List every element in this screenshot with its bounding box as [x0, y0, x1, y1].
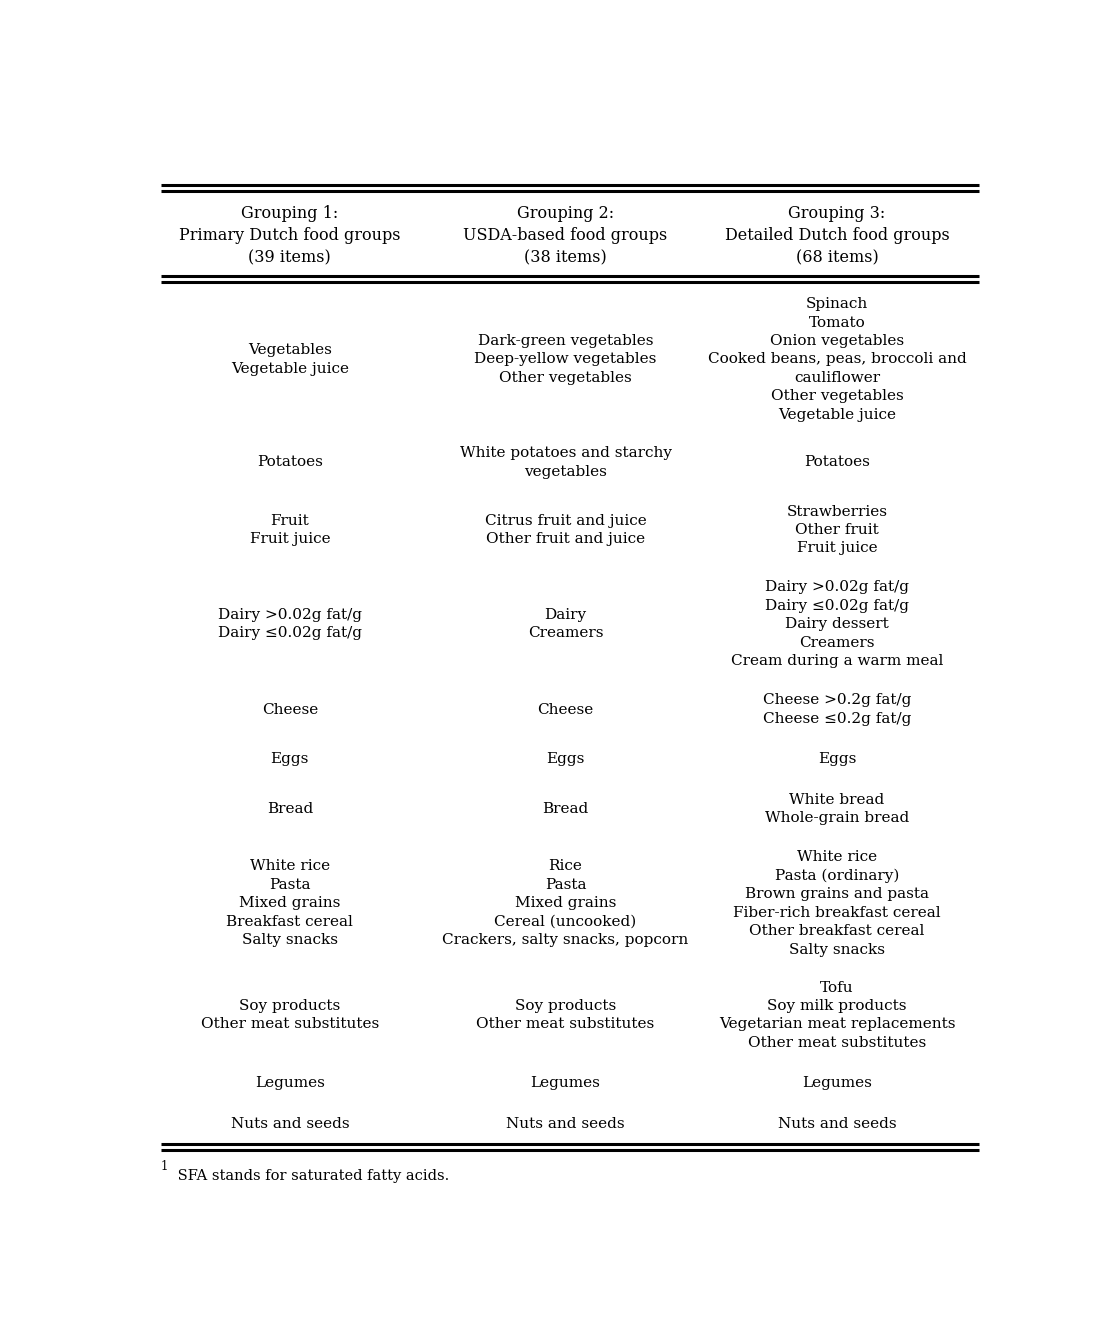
Text: Dairy >0.02g fat/g
Dairy ≤0.02g fat/g
Dairy dessert
Creamers
Cream during a warm: Dairy >0.02g fat/g Dairy ≤0.02g fat/g Da… — [731, 580, 943, 668]
Text: Eggs: Eggs — [270, 752, 309, 766]
Text: Legumes: Legumes — [802, 1076, 872, 1090]
Text: Eggs: Eggs — [817, 752, 856, 766]
Text: Dairy >0.02g fat/g
Dairy ≤0.02g fat/g: Dairy >0.02g fat/g Dairy ≤0.02g fat/g — [218, 608, 361, 640]
Text: Eggs: Eggs — [546, 752, 585, 766]
Text: Potatoes: Potatoes — [804, 456, 870, 469]
Text: SFA stands for saturated fatty acids.: SFA stands for saturated fatty acids. — [173, 1169, 449, 1183]
Text: Tofu
Soy milk products
Vegetarian meat replacements
Other meat substitutes: Tofu Soy milk products Vegetarian meat r… — [718, 980, 955, 1050]
Text: Citrus fruit and juice
Other fruit and juice: Citrus fruit and juice Other fruit and j… — [485, 514, 646, 546]
Text: Potatoes: Potatoes — [257, 456, 322, 469]
Text: Cheese >0.2g fat/g
Cheese ≤0.2g fat/g: Cheese >0.2g fat/g Cheese ≤0.2g fat/g — [763, 693, 911, 725]
Text: 1: 1 — [160, 1161, 168, 1174]
Text: Dairy
Creamers: Dairy Creamers — [528, 608, 604, 640]
Text: Cheese: Cheese — [261, 703, 318, 717]
Text: Bread: Bread — [267, 802, 312, 815]
Text: Nuts and seeds: Nuts and seeds — [777, 1117, 896, 1130]
Text: Grouping 3:
Detailed Dutch food groups
(68 items): Grouping 3: Detailed Dutch food groups (… — [725, 205, 950, 266]
Text: Soy products
Other meat substitutes: Soy products Other meat substitutes — [476, 999, 655, 1032]
Text: Spinach
Tomato
Onion vegetables
Cooked beans, peas, broccoli and
cauliflower
Oth: Spinach Tomato Onion vegetables Cooked b… — [707, 297, 966, 421]
Text: Legumes: Legumes — [530, 1076, 600, 1090]
Text: Dark-green vegetables
Deep-yellow vegetables
Other vegetables: Dark-green vegetables Deep-yellow vegeta… — [475, 333, 657, 385]
Text: Nuts and seeds: Nuts and seeds — [506, 1117, 625, 1130]
Text: Nuts and seeds: Nuts and seeds — [230, 1117, 349, 1130]
Text: Bread: Bread — [543, 802, 588, 815]
Text: White rice
Pasta
Mixed grains
Breakfast cereal
Salty snacks: White rice Pasta Mixed grains Breakfast … — [227, 859, 354, 947]
Text: White rice
Pasta (ordinary)
Brown grains and pasta
Fiber-rich breakfast cereal
O: White rice Pasta (ordinary) Brown grains… — [733, 850, 941, 956]
Text: White bread
Whole-grain bread: White bread Whole-grain bread — [765, 793, 910, 825]
Text: Vegetables
Vegetable juice: Vegetables Vegetable juice — [231, 343, 349, 376]
Text: Fruit
Fruit juice: Fruit Fruit juice — [249, 514, 330, 546]
Text: Grouping 2:
USDA-based food groups
(38 items): Grouping 2: USDA-based food groups (38 i… — [464, 205, 667, 266]
Text: Legumes: Legumes — [255, 1076, 325, 1090]
Text: Strawberries
Other fruit
Fruit juice: Strawberries Other fruit Fruit juice — [786, 505, 887, 555]
Text: Rice
Pasta
Mixed grains
Cereal (uncooked)
Crackers, salty snacks, popcorn: Rice Pasta Mixed grains Cereal (uncooked… — [443, 859, 688, 947]
Text: Grouping 1:
Primary Dutch food groups
(39 items): Grouping 1: Primary Dutch food groups (3… — [179, 205, 400, 266]
Text: White potatoes and starchy
vegetables: White potatoes and starchy vegetables — [459, 446, 672, 478]
Text: Soy products
Other meat substitutes: Soy products Other meat substitutes — [200, 999, 379, 1032]
Text: Cheese: Cheese — [537, 703, 594, 717]
